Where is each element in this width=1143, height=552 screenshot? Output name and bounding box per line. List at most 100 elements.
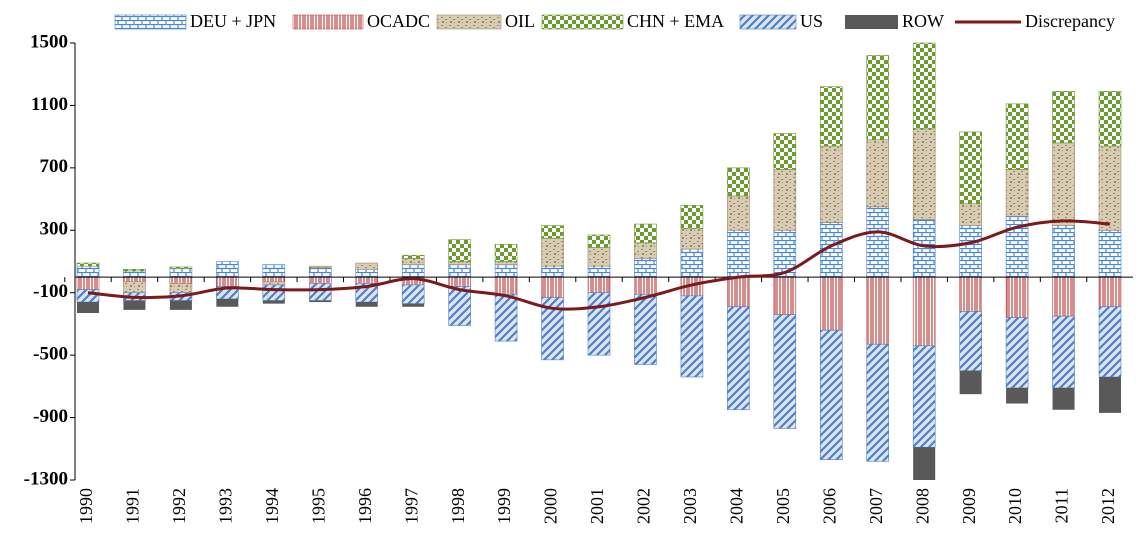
- bar: [355, 276, 379, 284]
- bar: [1052, 225, 1075, 278]
- x-tick-label: 2007: [866, 488, 886, 524]
- x-tick-label: 2001: [587, 488, 607, 524]
- x-tick-label: 2005: [773, 488, 793, 524]
- bar: [773, 133, 797, 170]
- bar: [773, 169, 797, 231]
- legend-swatch: [436, 14, 502, 30]
- bar: [494, 261, 518, 265]
- y-tick-label: -900: [33, 406, 68, 427]
- bar: [634, 258, 657, 278]
- bar: [634, 223, 657, 244]
- bar: [587, 292, 611, 356]
- bar: [773, 276, 797, 315]
- bar: [402, 303, 425, 307]
- bar: [1052, 276, 1075, 317]
- bar: [587, 234, 611, 248]
- bar: [541, 297, 564, 361]
- legend-label: Discrepancy: [1025, 11, 1115, 31]
- bar: [448, 239, 471, 262]
- bar: [401, 264, 425, 278]
- y-tick-label: -1300: [24, 468, 68, 489]
- x-tick-label: 2011: [1052, 488, 1072, 523]
- bar: [866, 343, 890, 462]
- legend-swatch: [541, 14, 624, 30]
- bar: [680, 295, 704, 378]
- bar: [541, 225, 564, 239]
- bar: [727, 229, 750, 278]
- bar: [308, 276, 332, 284]
- bar: [401, 254, 425, 259]
- bar: [1006, 387, 1029, 404]
- bar: [1005, 317, 1029, 389]
- bar: [1052, 315, 1075, 389]
- bar: [1052, 91, 1075, 144]
- bar: [912, 128, 936, 220]
- legend-label: DEU + JPN: [190, 11, 276, 31]
- bar: [76, 289, 100, 303]
- x-tick-label: 2006: [819, 488, 839, 524]
- bar: [959, 276, 982, 312]
- x-tick-label: 2002: [634, 488, 654, 524]
- bar: [634, 293, 657, 365]
- line: [87, 219, 1111, 311]
- bar: [355, 262, 379, 270]
- legend-label: ROW: [902, 11, 944, 31]
- y-tick-label: 300: [40, 219, 69, 240]
- bar: [727, 195, 750, 231]
- x-tick-label: 2000: [541, 488, 561, 524]
- y-tick-label: 700: [40, 156, 69, 177]
- bar: [727, 167, 750, 197]
- x-tick-label: 2009: [959, 488, 979, 524]
- bar: [169, 268, 193, 278]
- bar: [819, 329, 843, 461]
- bar: [262, 264, 286, 278]
- bar: [541, 237, 564, 267]
- bar: [913, 447, 936, 480]
- bar: [216, 276, 239, 287]
- legend-swatch: [845, 15, 898, 29]
- bar: [494, 293, 518, 342]
- legend-label: CHN + EMA: [627, 11, 724, 31]
- bar: [494, 276, 518, 295]
- bar: [1098, 229, 1122, 278]
- x-tick-label: 1990: [76, 488, 96, 524]
- bar: [819, 145, 843, 223]
- bar: [169, 276, 193, 284]
- bar: [912, 219, 936, 278]
- bar: [448, 264, 471, 278]
- bar: [912, 276, 936, 347]
- bar: [1005, 276, 1029, 318]
- bar: [308, 265, 332, 269]
- bar: [959, 370, 982, 395]
- bar: [216, 298, 239, 307]
- bar: [866, 206, 890, 278]
- x-tick-label: 1995: [308, 488, 328, 524]
- y-tick-label: 1500: [30, 31, 68, 52]
- bar: [959, 131, 982, 205]
- bar: [355, 302, 378, 307]
- bar: [355, 269, 379, 278]
- bar: [262, 276, 286, 283]
- legend-label: OCADC: [367, 11, 430, 31]
- bar: [308, 283, 332, 301]
- x-tick-label: 2010: [1005, 488, 1025, 524]
- x-tick-label: 1998: [448, 488, 468, 524]
- bar: [1098, 145, 1122, 231]
- legend-swatch: [292, 14, 364, 30]
- bar: [123, 270, 146, 278]
- bar: [76, 276, 100, 290]
- bar: [401, 284, 425, 304]
- bar: [819, 86, 843, 147]
- bar: [1052, 387, 1075, 410]
- bar: [1052, 142, 1075, 226]
- bar: [541, 265, 564, 278]
- bar: [123, 300, 146, 310]
- bar: [634, 276, 657, 295]
- bar: [309, 300, 332, 303]
- legend-swatch: [739, 14, 797, 30]
- bar: [773, 314, 797, 429]
- x-tick-label: 1993: [215, 488, 235, 524]
- bar: [912, 42, 936, 130]
- bar: [727, 276, 750, 308]
